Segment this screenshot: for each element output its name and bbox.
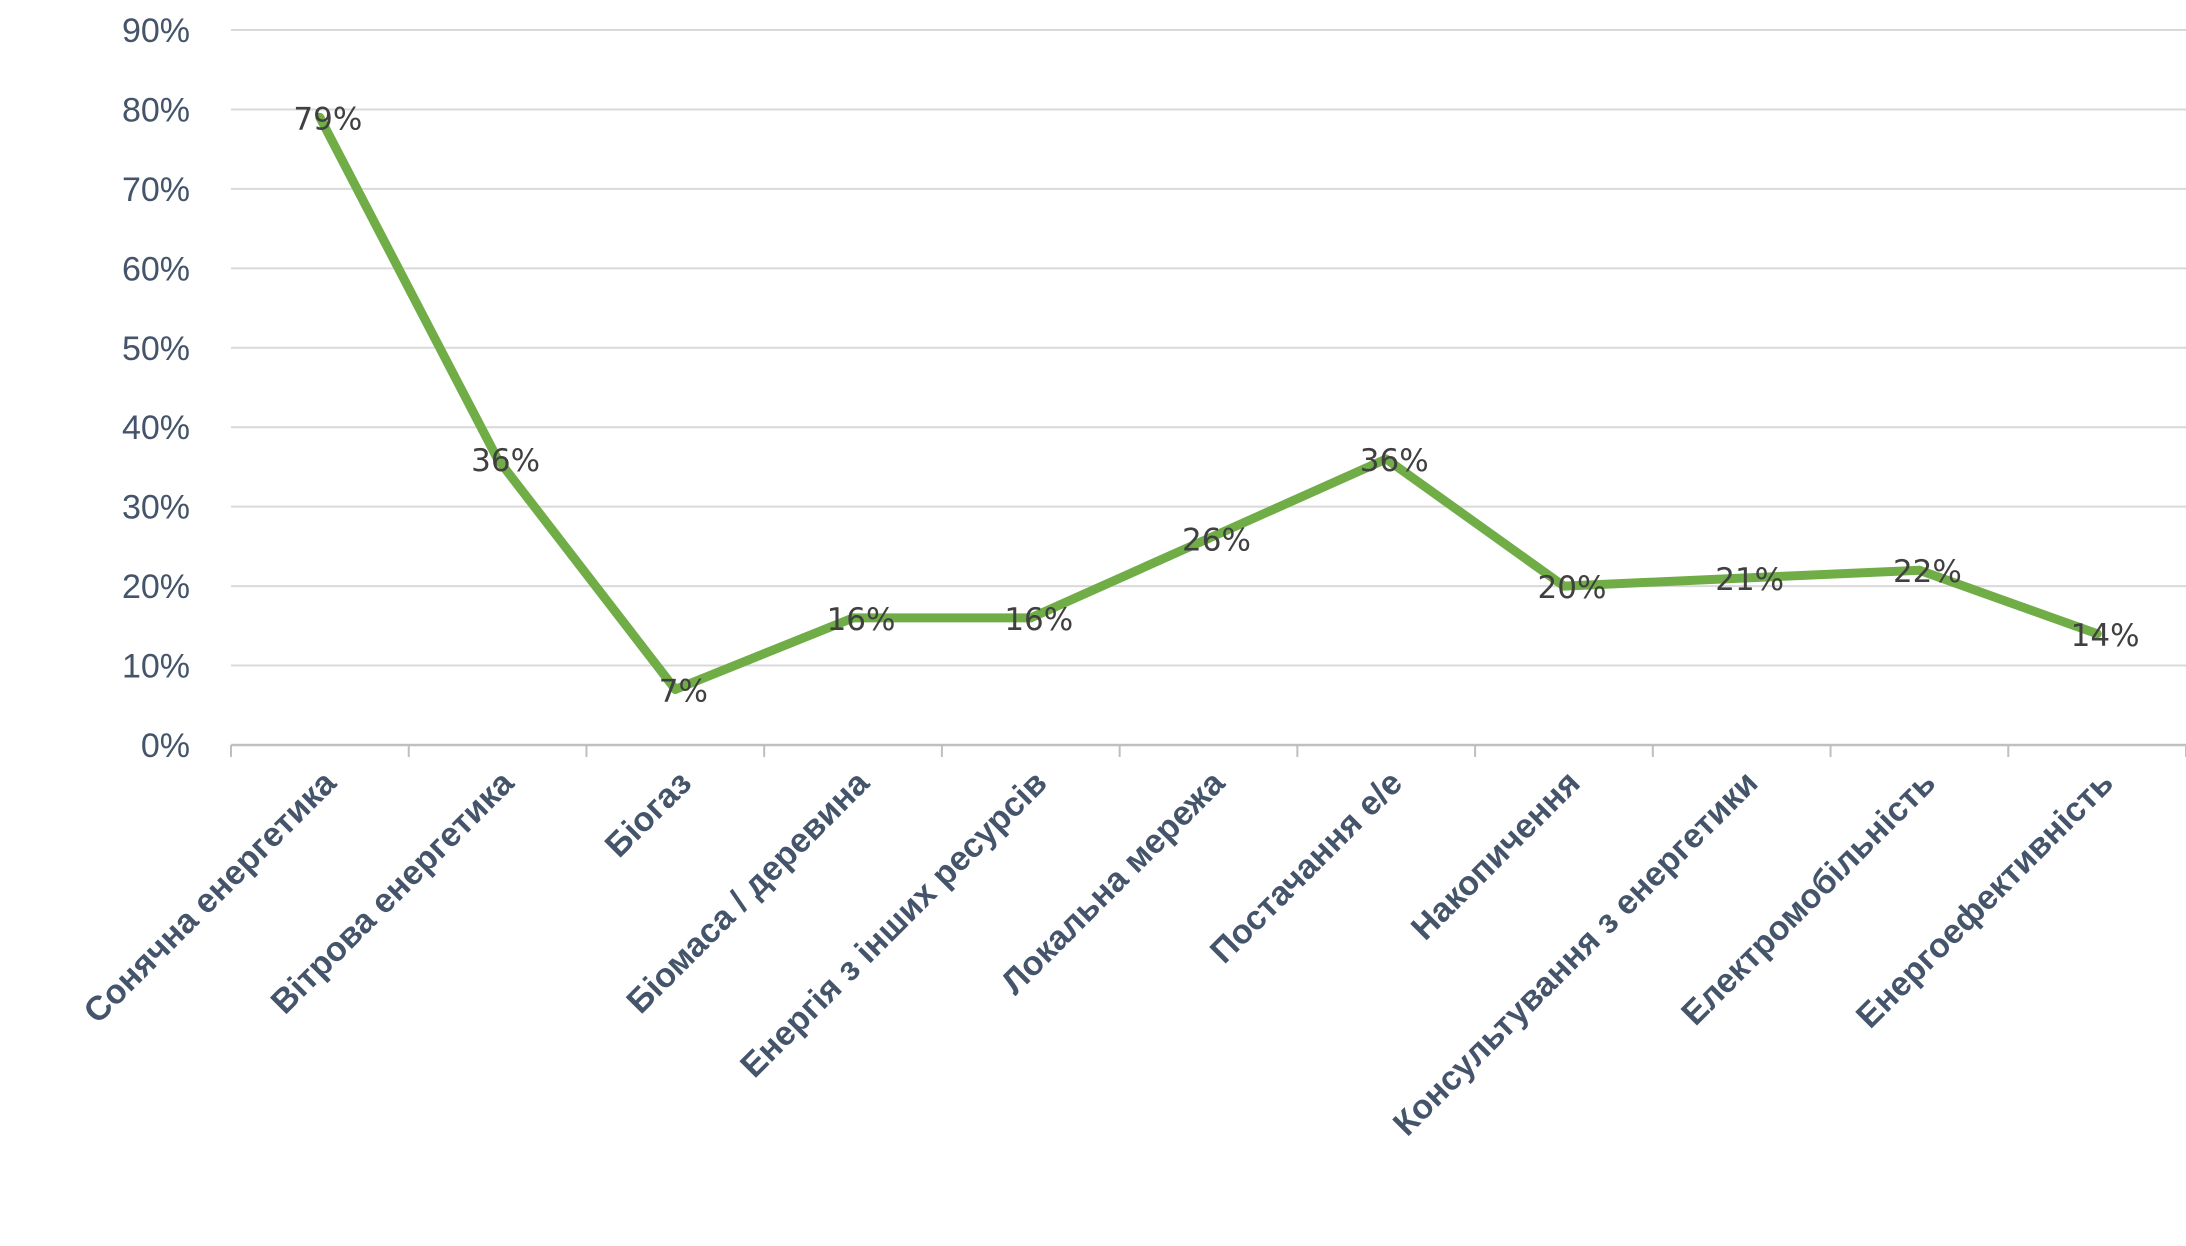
data-point: [315, 112, 325, 122]
x-tick-label: Енергія з інших ресурсів: [733, 764, 1054, 1085]
data-point: [1559, 581, 1569, 591]
data-label: 21%: [1715, 562, 1784, 598]
data-point: [1381, 454, 1391, 464]
x-tick-label: Накопичення: [1404, 764, 1588, 948]
data-point: [670, 684, 680, 694]
data-point: [848, 613, 858, 623]
data-point: [1026, 613, 1036, 623]
data-label: 7%: [659, 673, 708, 709]
y-tick-label: 20%: [122, 568, 190, 606]
data-point: [1737, 573, 1747, 583]
gridlines: [231, 29, 2186, 747]
y-tick-label: 60%: [122, 250, 190, 288]
x-tick-label: Постачання е/е: [1203, 764, 1410, 971]
y-axis: 0% 10% 20% 30% 40% 50% 60% 70% 80% 90%: [122, 12, 190, 765]
data-label: 79%: [293, 101, 362, 137]
y-tick-label: 0%: [141, 727, 190, 765]
data-label: 36%: [1360, 443, 1429, 479]
data-label: 20%: [1538, 570, 1607, 606]
data-label: 36%: [471, 443, 540, 479]
x-tick-label: Біогаз: [598, 764, 699, 865]
y-tick-label: 30%: [122, 489, 190, 527]
data-point: [493, 454, 503, 464]
data-label: 22%: [1893, 554, 1962, 590]
y-tick-label: 70%: [122, 171, 190, 209]
series-line: [315, 112, 2102, 694]
y-tick-label: 40%: [122, 409, 190, 447]
data-point: [1204, 533, 1213, 543]
data-label: 14%: [2071, 618, 2140, 654]
data-point: [1914, 565, 1924, 575]
y-tick-label: 80%: [122, 91, 190, 129]
y-tick-label: 50%: [122, 330, 190, 368]
x-tick-label: Консультування з енергетики: [1386, 764, 1765, 1143]
data-point: [2092, 629, 2102, 639]
data-label: 26%: [1182, 522, 1251, 558]
data-labels: 79% 36% 7% 16% 16% 26% 36% 20% 21% 22% 14%: [293, 101, 2139, 709]
data-label: 16%: [1004, 602, 1073, 638]
y-tick-label: 90%: [122, 12, 190, 50]
y-tick-label: 10%: [122, 648, 190, 686]
data-label: 16%: [827, 602, 896, 638]
series-line-path: [315, 112, 2102, 694]
